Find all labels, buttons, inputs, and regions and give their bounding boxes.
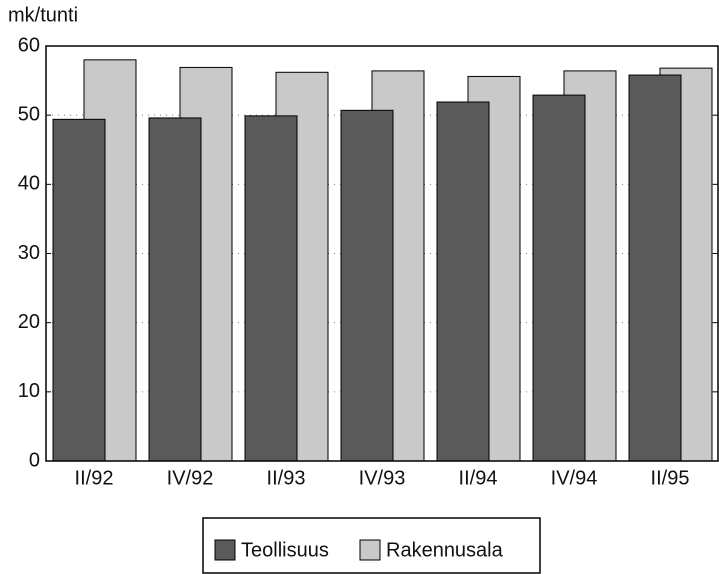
bar bbox=[340, 109, 394, 462]
y-axis-label: mk/tunti bbox=[8, 4, 78, 26]
bar bbox=[52, 118, 106, 462]
legend-swatch bbox=[359, 539, 381, 561]
legend-label: Rakennusala bbox=[386, 539, 504, 561]
x-tick-label: II/93 bbox=[267, 467, 306, 489]
y-tick-label: 10 bbox=[18, 380, 40, 402]
legend-label: Teollisuus bbox=[241, 539, 329, 561]
y-tick-label: 30 bbox=[18, 242, 40, 264]
bar bbox=[628, 74, 682, 462]
x-tick-label: IV/94 bbox=[551, 467, 598, 489]
x-tick-label: II/94 bbox=[459, 467, 498, 489]
x-tick-label: II/95 bbox=[651, 467, 690, 489]
bar bbox=[532, 94, 586, 462]
bar bbox=[244, 115, 298, 462]
legend-swatch bbox=[214, 539, 236, 561]
x-tick-label: IV/93 bbox=[359, 467, 406, 489]
bar bbox=[148, 117, 202, 462]
y-tick-label: 50 bbox=[18, 103, 40, 125]
x-tick-label: II/92 bbox=[75, 467, 114, 489]
y-tick-label: 0 bbox=[29, 449, 40, 471]
plot-frame bbox=[45, 45, 719, 462]
bar bbox=[436, 101, 490, 462]
y-tick-label: 60 bbox=[18, 34, 40, 56]
y-tick-label: 40 bbox=[18, 173, 40, 195]
y-tick-label: 20 bbox=[18, 311, 40, 333]
x-tick-label: IV/92 bbox=[167, 467, 214, 489]
